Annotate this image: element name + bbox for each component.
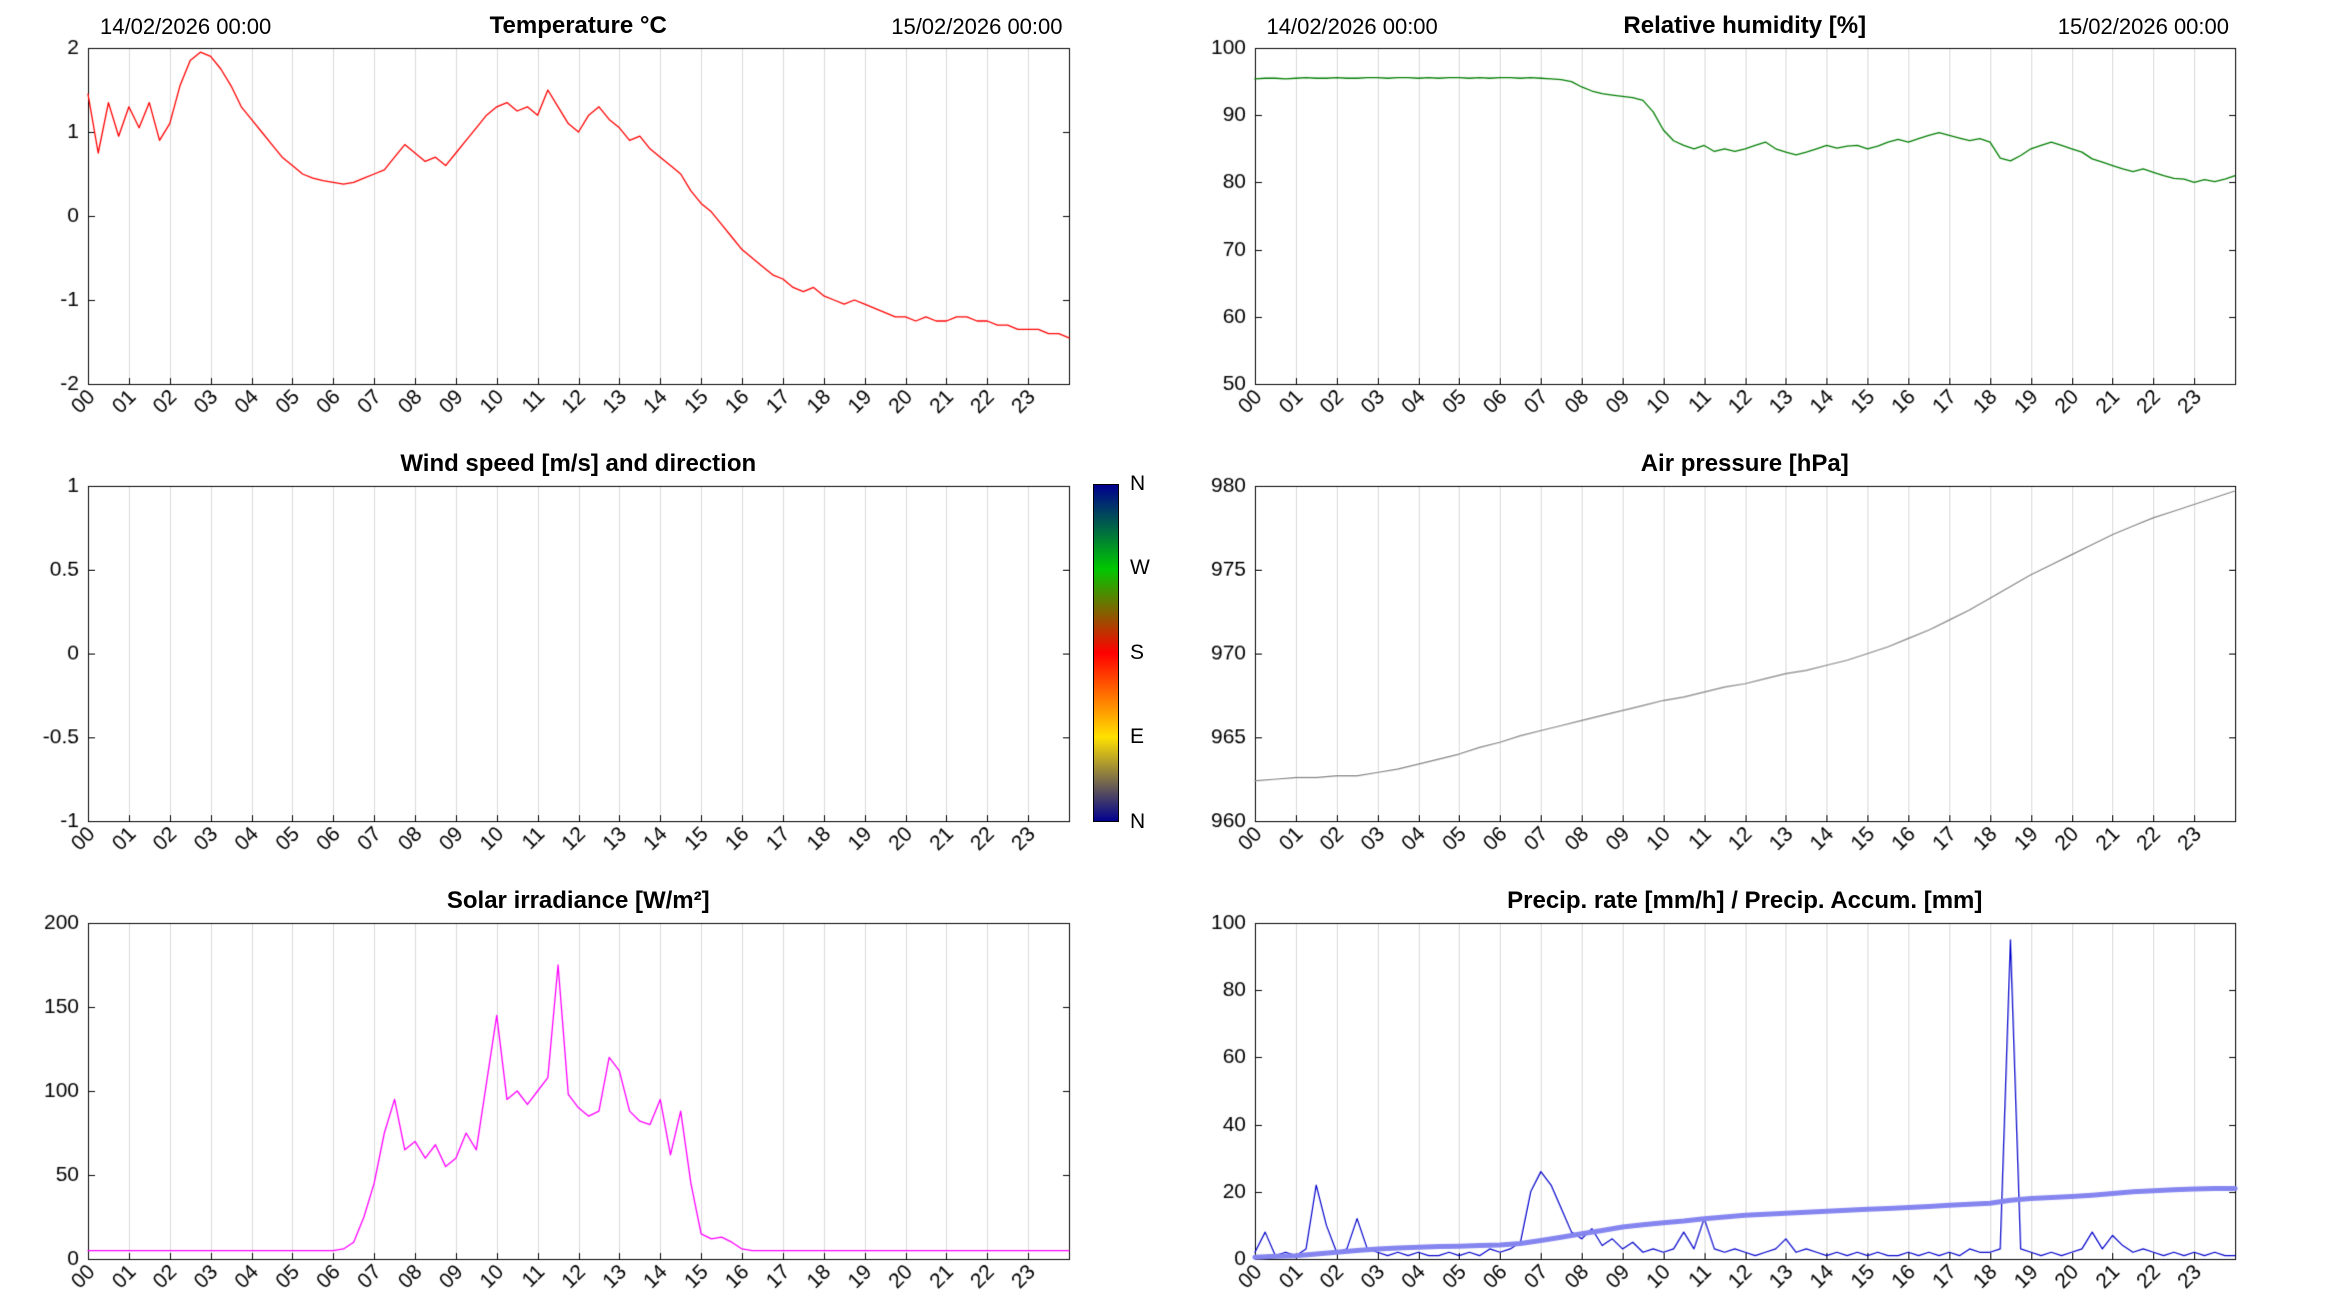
temperature-plot (0, 0, 1167, 438)
wind-plot (0, 437, 1167, 876)
pressure-plot (1166, 437, 2333, 876)
chart-cell-wind: Wind speed [m/s] and direction N W S E N (0, 437, 1167, 876)
humidity-plot (1166, 0, 2333, 438)
colorbar-label-east: E (1130, 724, 1145, 748)
chart-cell-pressure: Air pressure [hPa] (1166, 437, 2333, 876)
precip-plot (1166, 875, 2333, 1313)
colorbar-label-west: W (1130, 555, 1150, 579)
chart-cell-precip: Precip. rate [mm/h] / Precip. Accum. [mm… (1166, 875, 2333, 1313)
chart-cell-humidity: 14/02/2026 00:00 Relative humidity [%] 1… (1166, 0, 2333, 438)
solar-plot (0, 875, 1167, 1313)
chart-cell-temperature: 14/02/2026 00:00 Temperature °C 15/02/20… (0, 0, 1167, 438)
chart-cell-solar: Solar irradiance [W/m²] (0, 875, 1167, 1313)
colorbar-label-north-bottom: N (1130, 809, 1146, 833)
wind-direction-colorbar (1093, 483, 1119, 822)
colorbar-label-north-top: N (1130, 471, 1146, 495)
colorbar-label-south: S (1130, 640, 1145, 664)
